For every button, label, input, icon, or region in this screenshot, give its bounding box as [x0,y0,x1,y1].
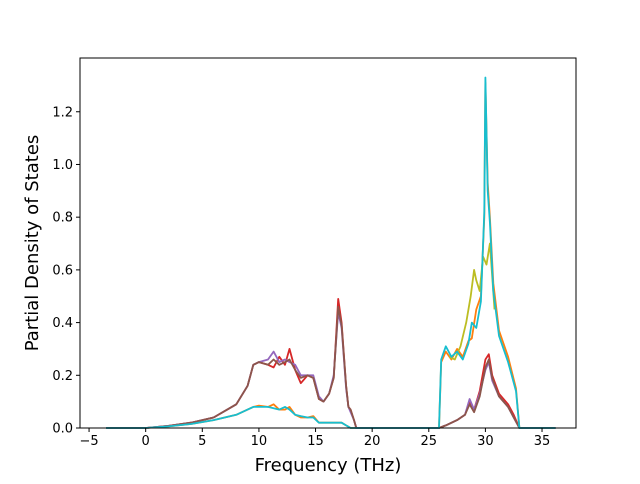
x-tick-label: 30 [477,434,494,449]
x-tick-label: 20 [364,434,381,449]
x-tick-label: −5 [79,434,98,449]
series-line-3 [448,242,496,361]
y-tick-label: 0.4 [52,316,73,331]
x-axis-label: Frequency (THz) [255,455,402,476]
series-line-5 [106,305,556,429]
y-axis-ticks: 0.0 0.2 0.4 0.6 0.8 1.0 1.2 [52,105,80,437]
y-axis-label: Partial Density of States [22,135,43,352]
x-tick-label: 0 [142,434,150,449]
x-tick-label: 10 [251,434,268,449]
x-axis-ticks: −5 0 5 10 15 20 25 30 35 [79,428,550,449]
x-tick-label: 35 [534,434,551,449]
x-tick-label: 15 [307,434,324,449]
series-line-6 [106,76,556,429]
series-lines [106,76,556,429]
y-tick-label: 1.0 [52,158,73,173]
x-tick-label: 5 [198,434,206,449]
axes-frame [79,57,577,429]
y-tick-label: 0.0 [52,422,73,437]
x-tick-label: 25 [421,434,438,449]
y-tick-label: 0.6 [52,263,73,278]
y-tick-label: 0.8 [52,211,73,226]
y-tick-label: 0.2 [52,369,73,384]
y-tick-label: 1.2 [52,105,73,120]
